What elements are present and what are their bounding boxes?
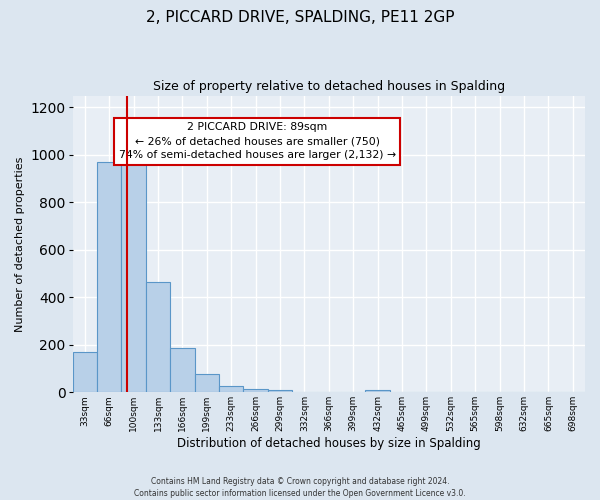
Bar xyxy=(121,155,146,392)
X-axis label: Distribution of detached houses by size in Spalding: Distribution of detached houses by size … xyxy=(177,437,481,450)
Bar xyxy=(73,352,97,393)
Bar xyxy=(244,388,268,392)
Y-axis label: Number of detached properties: Number of detached properties xyxy=(15,156,25,332)
Text: 2 PICCARD DRIVE: 89sqm
← 26% of detached houses are smaller (750)
74% of semi-de: 2 PICCARD DRIVE: 89sqm ← 26% of detached… xyxy=(119,122,395,160)
Title: Size of property relative to detached houses in Spalding: Size of property relative to detached ho… xyxy=(153,80,505,93)
Bar xyxy=(268,390,292,392)
Bar xyxy=(97,162,121,392)
Bar xyxy=(146,282,170,393)
Bar xyxy=(219,386,244,392)
Bar xyxy=(194,374,219,392)
Text: 2, PICCARD DRIVE, SPALDING, PE11 2GP: 2, PICCARD DRIVE, SPALDING, PE11 2GP xyxy=(146,10,454,25)
Bar xyxy=(365,390,390,392)
Text: Contains HM Land Registry data © Crown copyright and database right 2024.
Contai: Contains HM Land Registry data © Crown c… xyxy=(134,476,466,498)
Bar xyxy=(170,348,194,393)
